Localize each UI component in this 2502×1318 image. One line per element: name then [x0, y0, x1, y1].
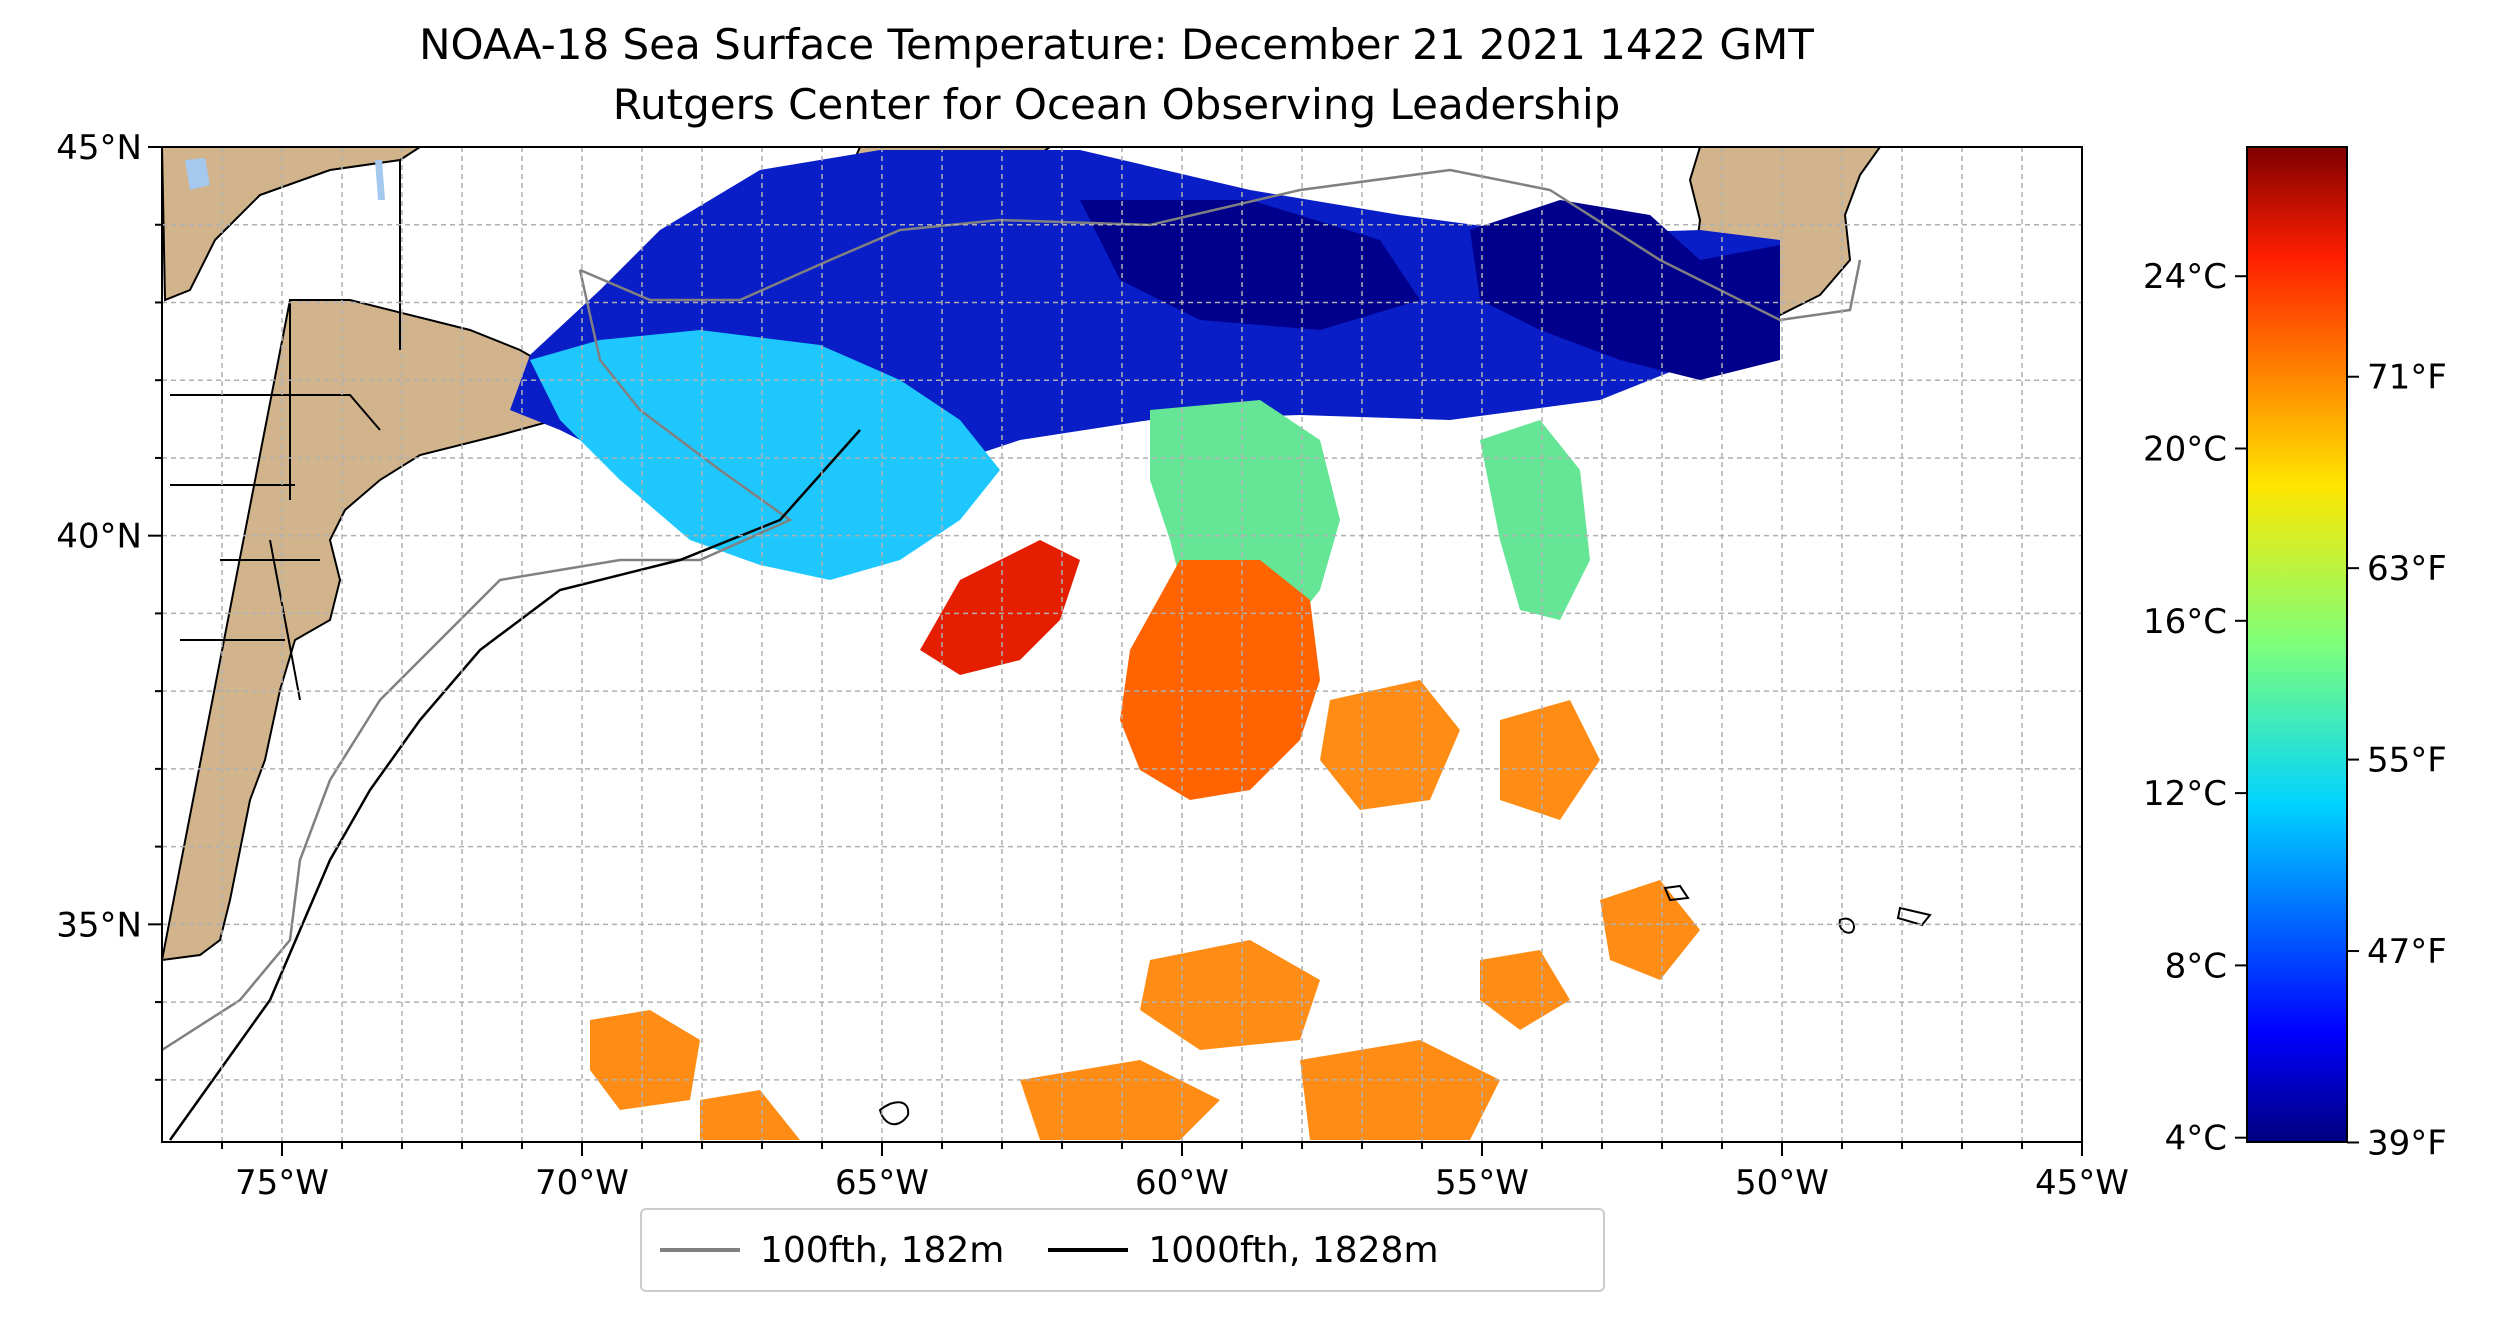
sst-warm-patch: [1140, 940, 1320, 1050]
colorbar-label-f: 71°F: [2367, 358, 2447, 398]
state-borders: [170, 160, 401, 701]
colorbar-label-f: 63°F: [2367, 549, 2447, 589]
land-north-america: [162, 147, 577, 962]
seamount-contour: [878, 1101, 910, 1126]
y-tick-label: 35°N: [56, 905, 142, 945]
sst-warm-patch: [1020, 1060, 1220, 1140]
seamount-contour: [1663, 884, 1690, 902]
x-tick-label: 55°W: [1435, 1163, 1529, 1203]
sst-warm-patch: [1500, 700, 1600, 820]
sst-warm-patch: [700, 1090, 800, 1140]
legend-item-100fth: 100fth, 182m: [660, 1230, 1004, 1271]
sst-cold-north: [1080, 200, 1420, 330]
sst-warm-patch: [590, 1010, 700, 1110]
sst-warm-patch: [1600, 880, 1700, 980]
lake: [375, 160, 385, 200]
chart-subtitle: Rutgers Center for Ocean Observing Leade…: [612, 80, 1621, 129]
x-tick-label: 50°W: [1735, 1163, 1829, 1203]
colorbar-label-c: 8°C: [2165, 946, 2227, 986]
colorbar-label-c: 24°C: [2143, 257, 2227, 297]
x-tick-label: 65°W: [835, 1163, 929, 1203]
colorbar-label-c: 20°C: [2143, 430, 2227, 470]
colorbar-label-c: 4°C: [2165, 1119, 2227, 1159]
y-tick-label: 45°N: [56, 128, 142, 168]
legend-label: 1000fth, 1828m: [1148, 1229, 1439, 1271]
colorbar-label-c: 16°C: [2143, 602, 2227, 642]
lake: [185, 158, 210, 190]
isobath-1000fth: [168, 429, 861, 1141]
colorbar-label-f: 47°F: [2367, 932, 2447, 972]
colorbar: [2246, 146, 2348, 1143]
legend-swatch-gray: [660, 1248, 740, 1252]
sst-warm-patch: [1480, 950, 1570, 1030]
sst-cold-north: [1470, 200, 1780, 380]
x-tick-label: 70°W: [535, 1163, 629, 1203]
sst-warm-core: [1120, 560, 1320, 800]
colorbar-label-f: 55°F: [2367, 741, 2447, 781]
legend: 100fth, 182m 1000fth, 1828m: [640, 1208, 1605, 1292]
y-tick-label: 40°N: [56, 517, 142, 557]
gridlines: [162, 147, 2082, 1142]
sst-green-plume: [1480, 420, 1590, 620]
chart-title: NOAA-18 Sea Surface Temperature: Decembe…: [419, 20, 1814, 69]
seamount-contour: [1896, 906, 1932, 927]
colorbar-label-f: 39°F: [2367, 1123, 2447, 1163]
sst-hot-core: [920, 540, 1080, 675]
legend-swatch-black: [1048, 1248, 1129, 1252]
colorbar-label-c: 12°C: [2143, 774, 2227, 814]
x-tick-label: 75°W: [235, 1163, 329, 1203]
legend-label: 100fth, 182m: [760, 1229, 1005, 1271]
x-tick-label: 45°W: [2035, 1163, 2129, 1203]
seamount-contour: [1838, 917, 1856, 934]
x-tick-label: 60°W: [1135, 1163, 1229, 1203]
legend-item-1000fth: 1000fth, 1828m: [1048, 1229, 1439, 1271]
isobath-100fth: [162, 168, 1862, 1052]
sst-warm-patch: [1300, 1040, 1500, 1140]
sst-warm-patch: [1320, 680, 1460, 810]
